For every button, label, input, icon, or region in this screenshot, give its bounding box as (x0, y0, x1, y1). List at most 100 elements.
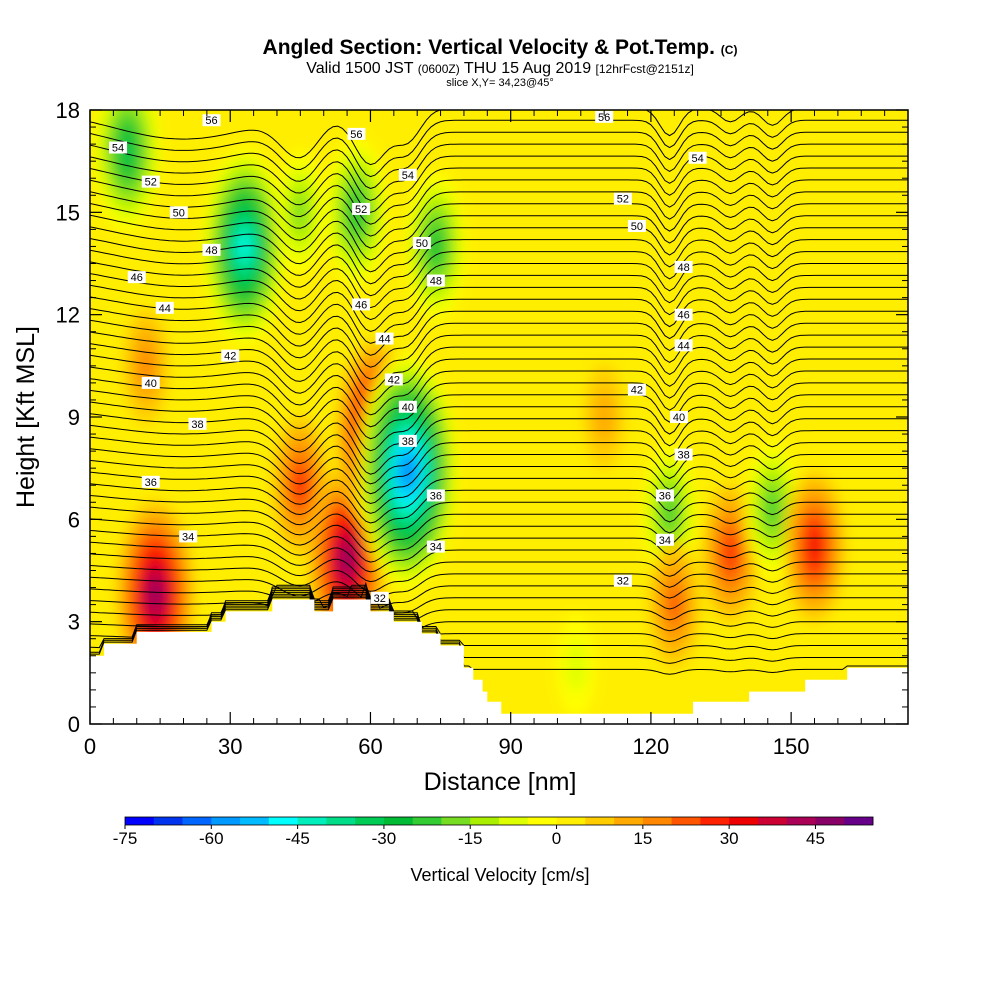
y-tick-label: 9 (68, 405, 80, 430)
theta-contour (90, 595, 908, 664)
contour-label-bg (179, 530, 198, 543)
contour-label-bg (169, 206, 188, 219)
theta-contour (90, 588, 908, 621)
theta-contour (90, 489, 908, 534)
contour-label-bg (384, 373, 403, 386)
contour-label: 38 (398, 434, 417, 448)
contour-label: 50 (412, 237, 431, 250)
contour-label-text: 42 (388, 374, 400, 386)
contour-label-text: 40 (673, 412, 685, 424)
contour-label: 56 (595, 110, 614, 124)
theta-contour (90, 394, 908, 452)
contour-label: 32 (370, 591, 389, 605)
colorbar-swatch (642, 817, 673, 825)
contour-label-bg (398, 168, 417, 181)
contour-label: 34 (179, 530, 198, 543)
contour-label: 54 (109, 141, 128, 155)
colorbar-swatch (412, 817, 442, 825)
contour-label-bg (398, 400, 417, 413)
theta-contour (90, 286, 908, 344)
contour-label-text: 32 (374, 593, 386, 605)
contour-label-text: 50 (631, 221, 643, 233)
contour-label: 56 (347, 127, 366, 141)
contour-label-text: 56 (350, 129, 362, 141)
contour-label: 46 (127, 271, 146, 284)
theta-contour (90, 119, 908, 178)
theta-contour (90, 215, 908, 273)
theta-contour (90, 155, 908, 213)
colorbar-swatch (383, 817, 414, 825)
contour-label: 54 (688, 151, 707, 165)
contour-label: 40 (669, 411, 688, 424)
theta-contour (90, 537, 908, 573)
colorbar-swatch (499, 817, 529, 825)
theta-contour (90, 191, 908, 249)
y-tick-label: 15 (56, 200, 80, 225)
contour-label-text: 52 (617, 194, 629, 206)
contour-label-bg (375, 332, 394, 345)
contour-label-bg (412, 237, 431, 250)
contour-label-bg (674, 308, 693, 321)
x-tick-label: 60 (358, 734, 382, 759)
contour-label: 40 (398, 400, 417, 414)
contour-label: 48 (202, 243, 221, 257)
contour-label-text: 44 (159, 303, 171, 315)
contour-label-text: 34 (430, 542, 442, 554)
theta-contour (90, 586, 908, 614)
theta-contour (90, 239, 908, 297)
contour-label: 54 (398, 168, 417, 182)
theta-contour (90, 406, 908, 464)
velocity-cell (744, 439, 801, 580)
contour-label-bg (347, 127, 366, 140)
contour-label-text: 54 (692, 153, 704, 165)
chart-valid-time: Valid 1500 JST (0600Z) THU 15 Aug 2019 [… (0, 60, 1000, 78)
colorbar-tick-label: -45 (285, 829, 310, 848)
contour-label: 48 (674, 260, 693, 274)
velocity-ring (403, 462, 412, 481)
y-axis-label: Height [Kft MSL] (12, 326, 40, 508)
theta-contour (90, 477, 908, 524)
theta-contour (90, 549, 908, 583)
contour-label-text: 32 (617, 576, 629, 588)
contour-label: 36 (141, 475, 160, 489)
velocity-ring (664, 498, 676, 527)
colorbar-swatch (786, 817, 816, 825)
contour-label: 34 (655, 533, 674, 547)
theta-contour (90, 203, 908, 261)
theta-contour (90, 597, 908, 675)
colorbar-swatch (527, 817, 557, 825)
valid-utc: (0600Z) (417, 62, 460, 76)
contour-label-bg (595, 110, 614, 123)
vertical-velocity-field (94, 110, 846, 719)
valid-date: THU 15 Aug 2019 (463, 60, 592, 77)
theta-contour (90, 179, 908, 237)
contour-label-bg (655, 489, 674, 502)
theta-contour (90, 418, 908, 475)
colorbar-swatch (355, 817, 385, 825)
velocity-ring (724, 539, 736, 568)
velocity-cell (123, 307, 169, 424)
theta-contour (90, 454, 908, 505)
velocity-ring (430, 233, 441, 260)
contour-label-text: 38 (402, 436, 414, 448)
theta-contour (90, 251, 908, 309)
contour-label-bg (109, 141, 128, 154)
contour-label-text: 40 (402, 402, 414, 414)
colorbar-swatch (268, 817, 299, 825)
contour-label-text: 34 (659, 535, 671, 547)
colorbar-swatch (297, 817, 327, 825)
plot-area: 56 54 52 50 48 46 44 42 40 38 36 34 56 54 52 50 48 46 44 42… (90, 110, 908, 724)
contour-label-text: 52 (355, 204, 367, 216)
colorbar-tick-label: 0 (552, 829, 561, 848)
colorbar-tick-label: 15 (633, 829, 652, 848)
velocity-cell (784, 470, 846, 623)
colorbar-swatch (757, 817, 788, 825)
contour-label-bg (426, 489, 445, 502)
colorbar-swatch (240, 817, 270, 825)
contour-label-bg (669, 411, 688, 423)
contour-label-bg (627, 219, 646, 232)
velocity-cell (649, 540, 700, 669)
velocity-ring (294, 196, 307, 229)
contour-label-bg (613, 192, 632, 205)
contour-label: 40 (141, 376, 160, 390)
